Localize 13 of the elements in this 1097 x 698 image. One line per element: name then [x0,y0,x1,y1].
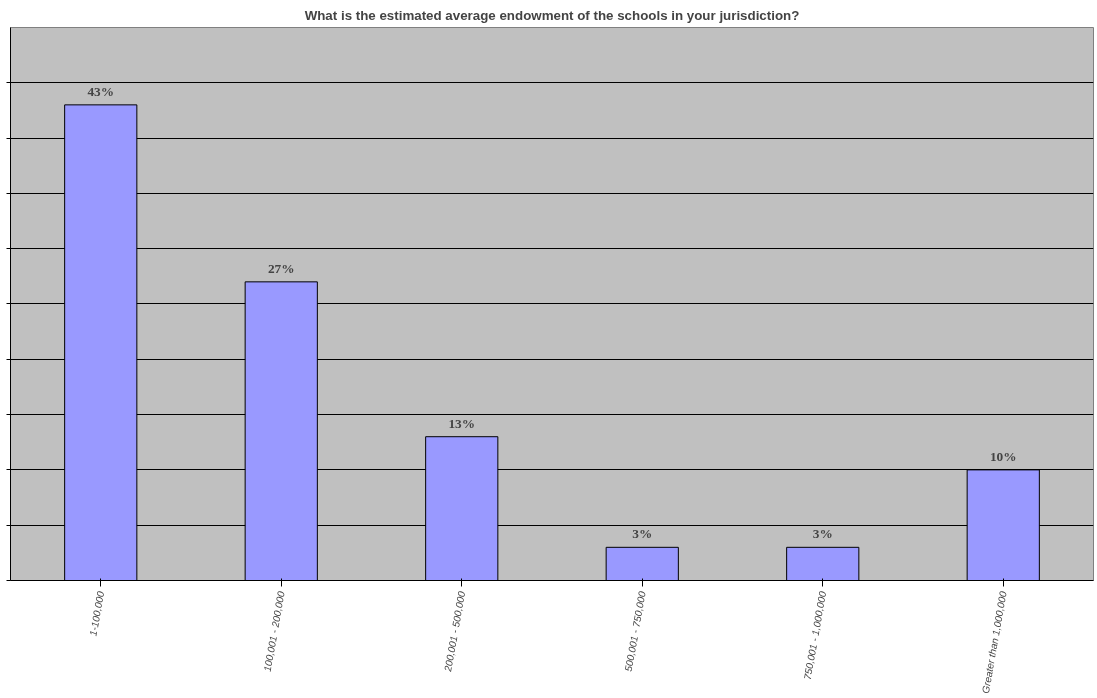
x-tick-label: 750,001 - 1,000,000 [801,590,829,681]
data-label: 43% [87,83,115,99]
x-tick-label: Greater than 1,000,000 [979,590,1009,695]
data-label: 13% [448,415,476,431]
data-label: 27% [267,260,295,276]
x-tick-label: 500,001 - 750,000 [622,590,648,673]
x-tick-label: 100,001 - 200,000 [261,590,287,673]
data-label: 3% [812,526,833,542]
data-label: 3% [632,526,653,542]
data-label: 10% [989,448,1017,464]
x-tick-label: 1-100,000 [87,590,107,637]
chart-title: What is the estimated average endowment of the schools in your jurisdiction? [304,7,800,23]
x-tick-label: 200,001 - 500,000 [442,590,468,674]
